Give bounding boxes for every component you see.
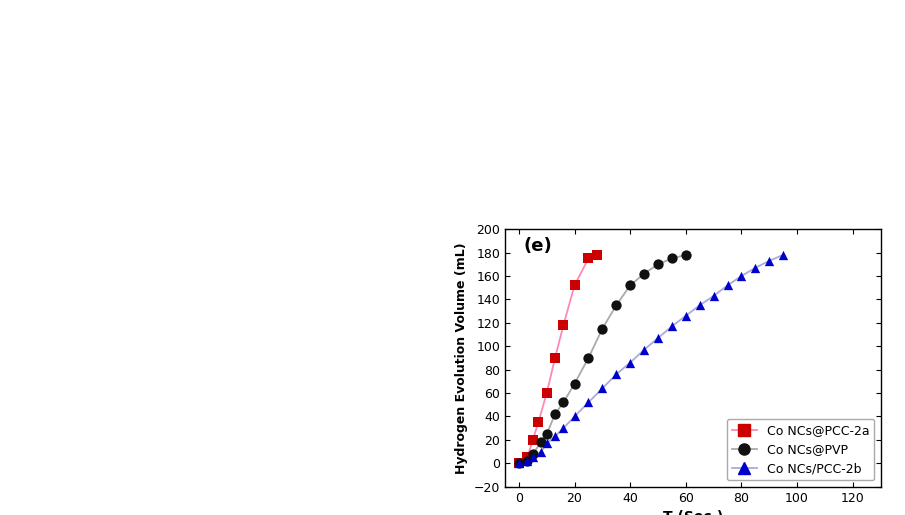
Point bbox=[526, 450, 540, 458]
Point bbox=[651, 334, 665, 342]
Point bbox=[567, 380, 582, 388]
Point bbox=[534, 448, 548, 456]
Point bbox=[637, 269, 652, 278]
Point bbox=[581, 354, 595, 362]
Point bbox=[664, 322, 679, 331]
Point bbox=[557, 424, 571, 432]
Point bbox=[520, 453, 535, 461]
Point bbox=[581, 398, 595, 406]
Point bbox=[511, 459, 526, 468]
X-axis label: T (Sec.): T (Sec.) bbox=[662, 510, 723, 515]
Point bbox=[548, 432, 562, 440]
Text: (e): (e) bbox=[524, 237, 553, 255]
Point bbox=[692, 301, 707, 310]
Point bbox=[748, 264, 763, 272]
Point bbox=[581, 254, 595, 263]
Legend: Co NCs@PCC-2a, Co NCs@PVP, Co NCs/PCC-2b: Co NCs@PCC-2a, Co NCs@PVP, Co NCs/PCC-2b bbox=[727, 419, 874, 480]
Point bbox=[707, 292, 721, 300]
Point bbox=[526, 436, 540, 444]
Point bbox=[520, 457, 535, 465]
Point bbox=[534, 438, 548, 447]
Point bbox=[526, 453, 540, 461]
Point bbox=[557, 398, 571, 406]
Point bbox=[557, 321, 571, 329]
Point bbox=[548, 410, 562, 418]
Point bbox=[520, 457, 535, 465]
Point bbox=[539, 430, 554, 438]
Y-axis label: Hydrogen Evolution Volume (mL): Hydrogen Evolution Volume (mL) bbox=[455, 242, 468, 474]
Point bbox=[531, 418, 546, 426]
Point bbox=[589, 251, 604, 259]
Point bbox=[637, 346, 652, 354]
Point bbox=[623, 358, 637, 367]
Point bbox=[539, 439, 554, 448]
Point bbox=[609, 370, 624, 379]
Point bbox=[548, 354, 562, 362]
Point bbox=[762, 256, 776, 265]
Point bbox=[679, 312, 693, 320]
Point bbox=[511, 459, 526, 468]
Point bbox=[595, 384, 610, 392]
Point bbox=[511, 459, 526, 468]
Point bbox=[651, 260, 665, 268]
Point bbox=[595, 324, 610, 333]
Point bbox=[609, 301, 624, 310]
Point bbox=[567, 413, 582, 421]
Point bbox=[567, 281, 582, 289]
Point bbox=[539, 389, 554, 397]
Point bbox=[776, 251, 790, 259]
Point bbox=[679, 251, 693, 259]
Point bbox=[623, 281, 637, 289]
Point bbox=[734, 272, 748, 280]
Point bbox=[720, 281, 735, 289]
Point bbox=[664, 254, 679, 263]
